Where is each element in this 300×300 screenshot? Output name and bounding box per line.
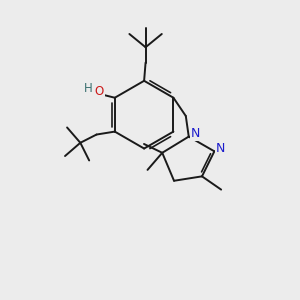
Text: N: N <box>216 142 226 155</box>
Text: N: N <box>190 127 200 140</box>
Text: H: H <box>84 82 93 94</box>
Text: O: O <box>95 85 104 98</box>
